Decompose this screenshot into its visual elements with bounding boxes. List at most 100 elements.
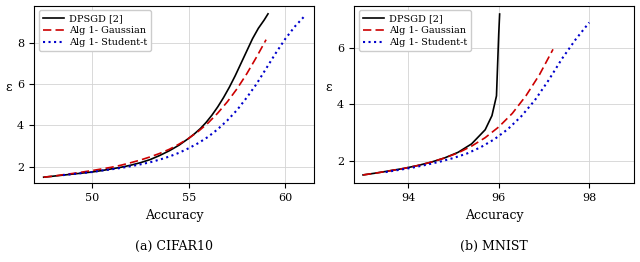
DPSGD [2] [468, 142, 476, 145]
DPSGD [2] [243, 50, 251, 53]
Alg 1- Gaussian [233, 87, 241, 90]
Alg 1- Gaussian [156, 152, 164, 155]
Alg 1- Gaussian [440, 156, 448, 160]
DPSGD [2] [202, 121, 210, 124]
Alg 1- Gaussian [79, 171, 86, 174]
Legend: DPSGD [2], Alg 1- Gaussian, Alg 1- Student-t: DPSGD [2], Alg 1- Gaussian, Alg 1- Stude… [39, 10, 151, 51]
Alg 1- Gaussian [40, 176, 47, 179]
Alg 1- Student-t [490, 138, 498, 141]
Alg 1- Gaussian [454, 151, 462, 155]
Alg 1- Gaussian [88, 169, 96, 172]
Alg 1- Gaussian [253, 56, 260, 59]
DPSGD [2] [249, 37, 257, 40]
Alg 1- Student-t [233, 108, 241, 112]
Alg 1- Gaussian [372, 171, 380, 174]
Alg 1- Student-t [531, 99, 539, 102]
Alg 1- Student-t [223, 119, 231, 122]
Alg 1- Student-t [79, 172, 86, 175]
DPSGD [2] [493, 94, 500, 97]
Alg 1- Student-t [450, 156, 458, 160]
DPSGD [2] [264, 12, 272, 15]
DPSGD [2] [214, 105, 221, 108]
Alg 1- Student-t [175, 151, 183, 154]
Alg 1- Student-t [409, 166, 417, 169]
Alg 1- Student-t [108, 168, 115, 171]
Alg 1- Gaussian [243, 72, 251, 75]
Alg 1- Gaussian [108, 166, 115, 169]
DPSGD [2] [231, 74, 239, 78]
Alg 1- Gaussian [146, 155, 154, 159]
Alg 1- Gaussian [166, 148, 173, 151]
Alg 1- Gaussian [98, 167, 106, 171]
DPSGD [2] [496, 13, 504, 16]
Alg 1- Student-t [166, 155, 173, 158]
Legend: DPSGD [2], Alg 1- Gaussian, Alg 1- Student-t: DPSGD [2], Alg 1- Gaussian, Alg 1- Stude… [359, 10, 471, 51]
Alg 1- Gaussian [223, 100, 231, 103]
Alg 1- Student-t [136, 163, 144, 166]
Alg 1- Gaussian [195, 130, 202, 133]
DPSGD [2] [387, 169, 394, 172]
Alg 1- Student-t [422, 163, 430, 166]
DPSGD [2] [400, 167, 408, 170]
Alg 1- Student-t [98, 169, 106, 172]
Alg 1- Student-t [396, 168, 403, 171]
Line: DPSGD [2]: DPSGD [2] [363, 14, 500, 175]
DPSGD [2] [196, 127, 204, 130]
Alg 1- Gaussian [214, 112, 221, 115]
Alg 1- Gaussian [508, 112, 516, 115]
Alg 1- Student-t [282, 37, 289, 40]
Alg 1- Student-t [291, 25, 299, 28]
Alg 1- Gaussian [69, 172, 77, 175]
DPSGD [2] [454, 151, 462, 154]
Y-axis label: ε: ε [6, 81, 12, 95]
Alg 1- Gaussian [536, 73, 543, 76]
Alg 1- Student-t [558, 57, 566, 60]
DPSGD [2] [156, 154, 164, 157]
Alg 1- Gaussian [387, 169, 394, 172]
Alg 1- Gaussian [59, 173, 67, 176]
Alg 1- Student-t [272, 52, 280, 55]
DPSGD [2] [220, 96, 227, 99]
Alg 1- Student-t [195, 141, 202, 145]
DPSGD [2] [108, 167, 115, 171]
Alg 1- Gaussian [522, 94, 530, 97]
Alg 1- Student-t [69, 172, 77, 176]
DPSGD [2] [166, 149, 173, 152]
DPSGD [2] [372, 171, 380, 174]
DPSGD [2] [59, 173, 67, 177]
DPSGD [2] [146, 158, 154, 161]
Alg 1- Gaussian [413, 164, 421, 167]
Alg 1- Student-t [146, 161, 154, 164]
Alg 1- Gaussian [49, 174, 57, 178]
DPSGD [2] [208, 114, 216, 117]
Alg 1- Gaussian [549, 48, 557, 51]
Line: Alg 1- Gaussian: Alg 1- Gaussian [44, 40, 266, 177]
Alg 1- Student-t [262, 67, 270, 70]
DPSGD [2] [488, 114, 496, 117]
Alg 1- Student-t [436, 160, 444, 163]
Y-axis label: ε: ε [326, 81, 332, 95]
DPSGD [2] [481, 128, 489, 131]
DPSGD [2] [440, 156, 448, 160]
DPSGD [2] [225, 86, 233, 89]
DPSGD [2] [79, 172, 86, 175]
Alg 1- Student-t [204, 135, 212, 138]
X-axis label: Accuracy: Accuracy [465, 209, 524, 222]
DPSGD [2] [191, 132, 198, 135]
DPSGD [2] [260, 18, 268, 21]
Alg 1- Gaussian [481, 136, 489, 139]
Alg 1- Student-t [586, 21, 593, 24]
Alg 1- Gaussian [204, 122, 212, 125]
Alg 1- Student-t [504, 128, 511, 131]
DPSGD [2] [40, 176, 47, 179]
Alg 1- Student-t [127, 165, 134, 168]
DPSGD [2] [49, 174, 57, 178]
Title: (b) MNIST: (b) MNIST [460, 240, 528, 253]
Alg 1- Student-t [545, 79, 552, 82]
DPSGD [2] [359, 173, 367, 177]
Line: DPSGD [2]: DPSGD [2] [44, 14, 268, 177]
Alg 1- Student-t [243, 96, 251, 99]
Line: Alg 1- Student-t: Alg 1- Student-t [386, 23, 589, 172]
Alg 1- Student-t [382, 171, 390, 174]
Alg 1- Student-t [185, 147, 193, 150]
